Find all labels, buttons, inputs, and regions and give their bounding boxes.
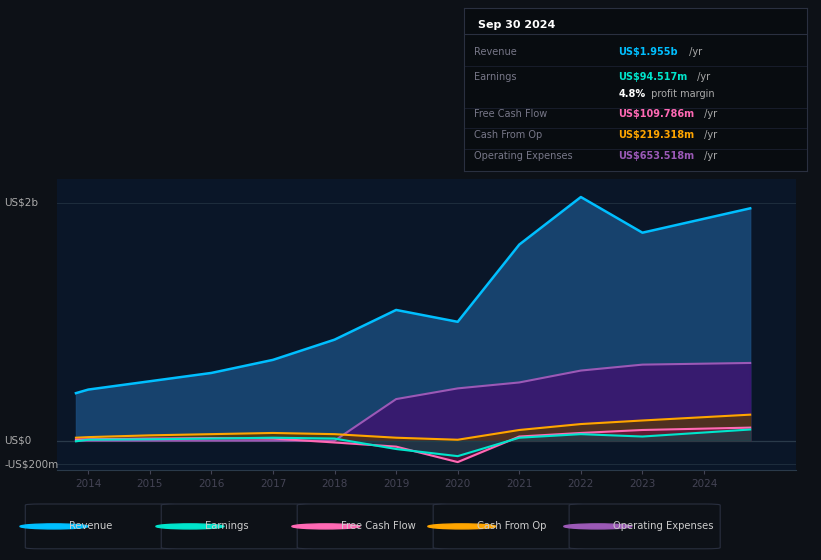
Text: US$94.517m: US$94.517m [618, 72, 687, 82]
Circle shape [428, 524, 496, 529]
Text: Sep 30 2024: Sep 30 2024 [478, 20, 555, 30]
Text: /yr: /yr [686, 47, 703, 57]
FancyBboxPatch shape [433, 504, 585, 549]
Circle shape [20, 524, 88, 529]
Circle shape [292, 524, 360, 529]
FancyBboxPatch shape [569, 504, 720, 549]
Text: Cash From Op: Cash From Op [475, 130, 543, 140]
Text: Operating Expenses: Operating Expenses [613, 521, 713, 531]
Text: Operating Expenses: Operating Expenses [475, 151, 573, 161]
Text: /yr: /yr [701, 130, 718, 140]
Text: US$1.955b: US$1.955b [618, 47, 678, 57]
FancyBboxPatch shape [25, 504, 177, 549]
FancyBboxPatch shape [297, 504, 448, 549]
Text: Revenue: Revenue [475, 47, 517, 57]
Text: Free Cash Flow: Free Cash Flow [341, 521, 415, 531]
Text: Earnings: Earnings [475, 72, 516, 82]
Text: Free Cash Flow: Free Cash Flow [475, 109, 548, 119]
Circle shape [156, 524, 224, 529]
Text: -US$200m: -US$200m [4, 459, 58, 469]
Text: US$653.518m: US$653.518m [618, 151, 695, 161]
Text: US$0: US$0 [4, 436, 31, 446]
Text: /yr: /yr [701, 151, 718, 161]
Text: 4.8%: 4.8% [618, 90, 645, 100]
Text: US$2b: US$2b [4, 198, 38, 208]
Circle shape [564, 524, 632, 529]
Text: US$219.318m: US$219.318m [618, 130, 695, 140]
FancyBboxPatch shape [161, 504, 312, 549]
Text: Revenue: Revenue [69, 521, 112, 531]
Text: /yr: /yr [701, 109, 718, 119]
Text: profit margin: profit margin [649, 90, 715, 100]
Text: Earnings: Earnings [205, 521, 249, 531]
Text: US$109.786m: US$109.786m [618, 109, 695, 119]
Text: Cash From Op: Cash From Op [477, 521, 546, 531]
Text: /yr: /yr [694, 72, 710, 82]
